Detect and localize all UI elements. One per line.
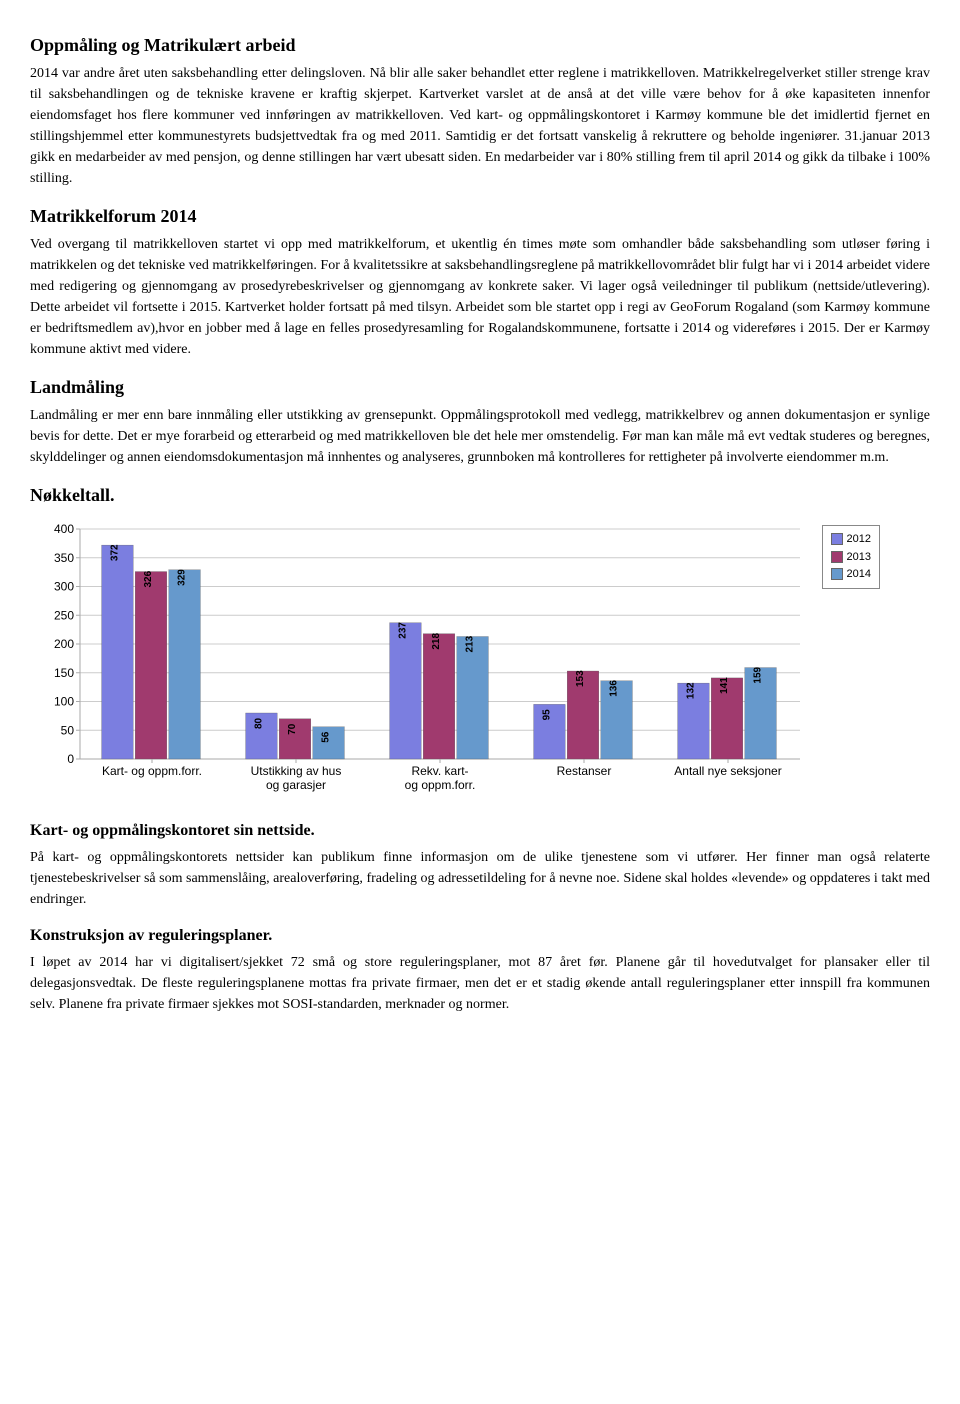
body-oppmaling: 2014 var andre året uten saksbehandling … xyxy=(30,63,930,189)
svg-text:400: 400 xyxy=(54,522,74,536)
heading-nokkeltall: Nøkkeltall. xyxy=(30,482,930,509)
body-matrikkelforum: Ved overgang til matrikkelloven startet … xyxy=(30,234,930,360)
svg-text:Utstikking av hus: Utstikking av hus xyxy=(251,764,342,778)
svg-text:326: 326 xyxy=(143,570,154,587)
heading-nettside: Kart- og oppmålingskontoret sin nettside… xyxy=(30,819,930,843)
svg-text:Rekv. kart-: Rekv. kart- xyxy=(411,764,468,778)
svg-text:100: 100 xyxy=(54,695,74,709)
heading-oppmaling: Oppmåling og Matrikulært arbeid xyxy=(30,32,930,59)
svg-text:70: 70 xyxy=(287,723,298,735)
legend-swatch xyxy=(831,568,843,580)
chart-legend: 201220132014 xyxy=(822,525,880,589)
body-reguleringsplaner: I løpet av 2014 har vi digitalisert/sjek… xyxy=(30,952,930,1015)
svg-text:372: 372 xyxy=(109,544,120,561)
svg-text:300: 300 xyxy=(54,580,74,594)
svg-text:329: 329 xyxy=(177,569,188,586)
body-landmaling: Landmåling er mer enn bare innmåling ell… xyxy=(30,405,930,468)
svg-text:350: 350 xyxy=(54,551,74,565)
svg-text:56: 56 xyxy=(321,731,332,743)
heading-reguleringsplaner: Konstruksjon av reguleringsplaner. xyxy=(30,924,930,948)
svg-text:0: 0 xyxy=(67,752,74,766)
svg-text:95: 95 xyxy=(541,709,552,721)
legend-swatch xyxy=(831,533,843,545)
legend-label: 2014 xyxy=(847,566,871,583)
svg-text:237: 237 xyxy=(397,622,408,639)
legend-item: 2013 xyxy=(831,549,871,566)
svg-text:132: 132 xyxy=(685,682,696,699)
nokkeltall-chart: 0 50 100 150 200 250 300 350 400 372 326 329 Kart- o… xyxy=(30,519,890,799)
svg-text:136: 136 xyxy=(609,680,620,697)
svg-text:159: 159 xyxy=(753,666,764,683)
heading-landmaling: Landmåling xyxy=(30,374,930,401)
svg-text:213: 213 xyxy=(465,635,476,652)
svg-text:og garasjer: og garasjer xyxy=(266,778,326,792)
svg-text:Kart- og oppm.forr.: Kart- og oppm.forr. xyxy=(102,764,202,778)
svg-text:218: 218 xyxy=(431,633,442,650)
svg-text:150: 150 xyxy=(54,666,74,680)
svg-text:Antall nye seksjoner: Antall nye seksjoner xyxy=(674,764,781,778)
svg-text:og oppm.forr.: og oppm.forr. xyxy=(405,778,476,792)
svg-text:141: 141 xyxy=(719,677,730,694)
svg-text:200: 200 xyxy=(54,637,74,651)
legend-label: 2013 xyxy=(847,549,871,566)
body-nettside: På kart- og oppmålingskontorets nettside… xyxy=(30,847,930,910)
legend-label: 2012 xyxy=(847,531,871,548)
svg-text:153: 153 xyxy=(575,670,586,687)
legend-item: 2014 xyxy=(831,566,871,583)
heading-matrikkelforum: Matrikkelforum 2014 xyxy=(30,203,930,230)
svg-text:Restanser: Restanser xyxy=(557,764,612,778)
legend-swatch xyxy=(831,551,843,563)
bar-chart-svg: 0 50 100 150 200 250 300 350 400 372 326 329 Kart- o… xyxy=(30,519,890,799)
svg-text:250: 250 xyxy=(54,608,74,622)
legend-item: 2012 xyxy=(831,531,871,548)
svg-text:50: 50 xyxy=(61,723,75,737)
svg-text:80: 80 xyxy=(253,717,264,729)
